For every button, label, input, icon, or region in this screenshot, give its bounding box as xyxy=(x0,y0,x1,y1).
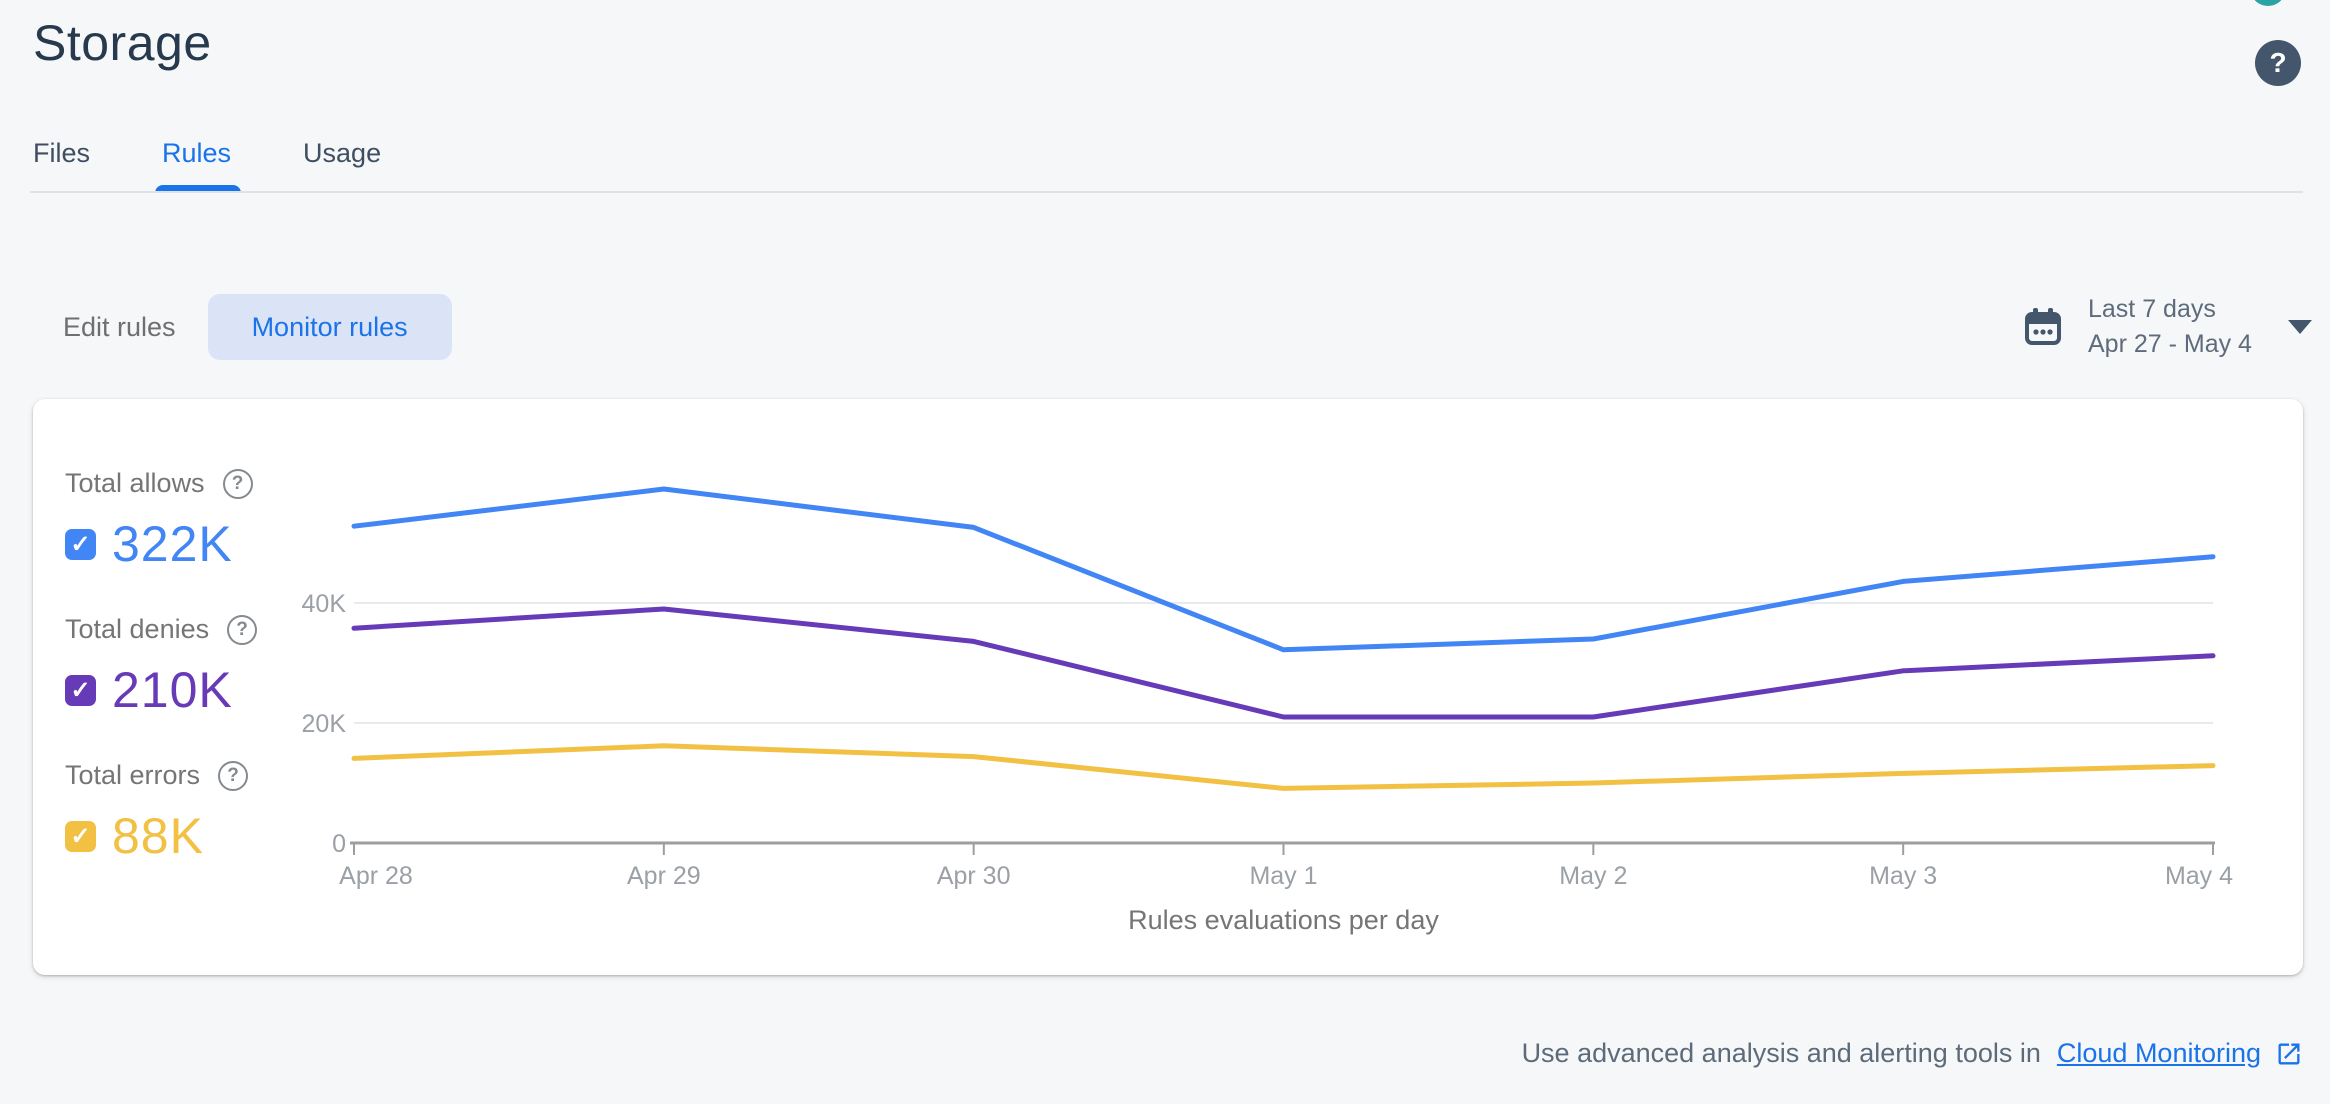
date-range-selector[interactable]: Last 7 days Apr 27 - May 4 xyxy=(2024,292,2312,362)
monitor-rules-card xyxy=(33,399,2303,975)
calendar-icon xyxy=(2025,308,2061,345)
chevron-down-icon xyxy=(2287,320,2312,334)
footer-text: Use advanced analysis and alerting tools… xyxy=(1521,1038,2041,1068)
help-circle-icon[interactable]: ? xyxy=(227,614,258,645)
help-circle-icon[interactable]: ? xyxy=(218,760,249,791)
avatar[interactable] xyxy=(2250,0,2286,6)
help-icon[interactable]: ? xyxy=(2255,40,2301,86)
cloud-monitoring-link[interactable]: Cloud Monitoring xyxy=(2056,1038,2261,1068)
edit-rules-button[interactable]: Edit rules xyxy=(63,311,176,342)
date-range-preset: Last 7 days xyxy=(2088,295,2216,323)
external-link-icon xyxy=(2278,1043,2300,1064)
legend-item-allows: Total allows ? ✓ 322K xyxy=(65,468,253,573)
tab-files[interactable]: Files xyxy=(33,138,91,168)
legend-value: 210K xyxy=(112,662,233,718)
help-circle-icon[interactable]: ? xyxy=(222,468,253,499)
footer-note: Use advanced analysis and alerting tools… xyxy=(1522,1038,2303,1069)
tab-rules[interactable]: Rules xyxy=(162,138,232,168)
chart-caption: Rules evaluations per day xyxy=(1128,905,1439,935)
tab-bar: Files Rules Usage xyxy=(33,138,381,195)
monitor-rules-button[interactable]: Monitor rules xyxy=(207,294,452,360)
legend-label: Total denies xyxy=(65,614,210,644)
series-checkbox-denies[interactable]: ✓ xyxy=(65,674,96,706)
legend-item-errors: Total errors ? ✓ 88K xyxy=(65,760,249,865)
legend-value: 322K xyxy=(112,516,233,572)
rules-view-switcher: Edit rules Monitor rules xyxy=(33,294,452,360)
tab-usage[interactable]: Usage xyxy=(303,138,382,168)
legend-value: 88K xyxy=(112,808,204,864)
legend-label: Total allows xyxy=(65,468,205,498)
active-tab-indicator xyxy=(155,185,241,193)
date-range-dates: Apr 27 - May 4 xyxy=(2088,330,2252,358)
series-checkbox-allows[interactable]: ✓ xyxy=(65,528,96,560)
legend-item-denies: Total denies ? ✓ 210K xyxy=(65,614,258,719)
tab-divider xyxy=(30,191,2303,193)
legend-label: Total errors xyxy=(65,760,201,790)
series-checkbox-errors[interactable]: ✓ xyxy=(65,820,96,852)
page-title: Storage xyxy=(33,15,212,71)
